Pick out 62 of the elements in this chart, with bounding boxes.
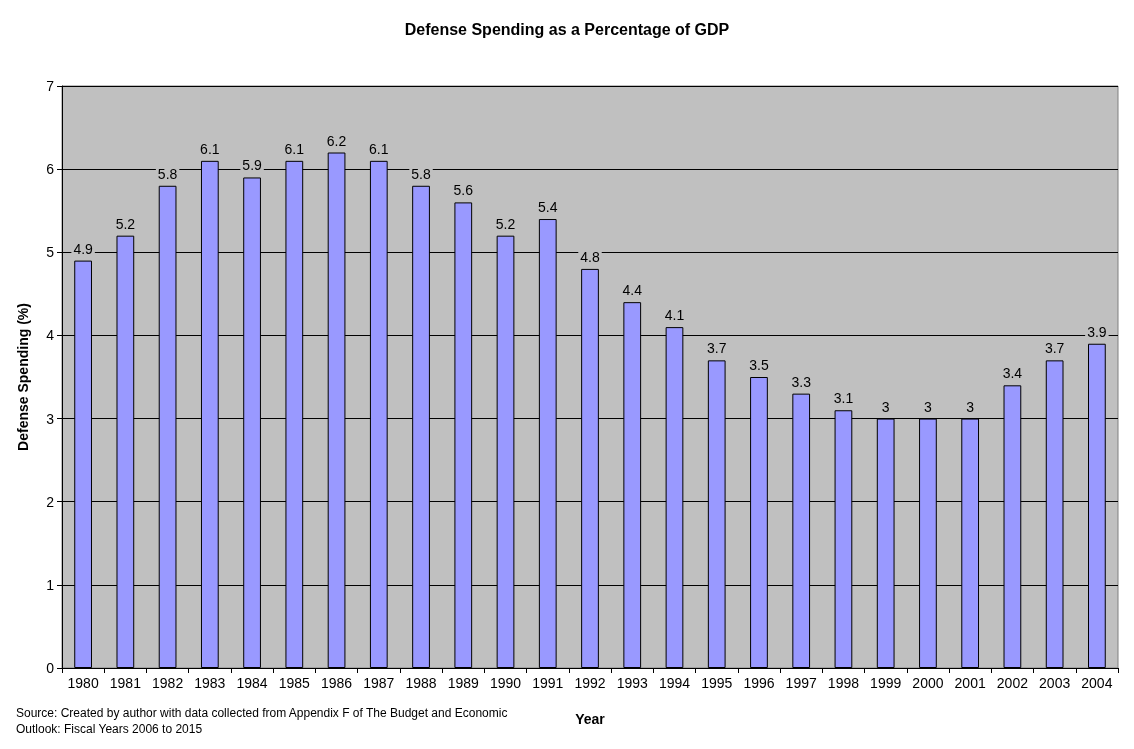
x-tick-label: 2002 [996, 675, 1029, 691]
data-label: 3.9 [1087, 323, 1107, 340]
y-tick-label: 0 [46, 660, 55, 676]
x-tick-label: 1996 [743, 675, 775, 691]
data-label: 6.1 [284, 140, 305, 157]
x-tick-label: 1997 [785, 675, 817, 691]
y-tick-label: 1 [46, 576, 55, 593]
data-label: 5.8 [411, 165, 431, 182]
x-tick-label: 1990 [489, 675, 522, 691]
x-tick-label: 1985 [278, 675, 311, 691]
data-label: 6.2 [326, 132, 347, 149]
y-tick-label: 5 [46, 244, 55, 261]
x-tick-label: 1983 [194, 675, 226, 691]
chart-title: Defense Spending as a Percentage of GDP [404, 20, 730, 38]
x-axis-title: Year [575, 711, 606, 727]
x-tick-label: 1986 [320, 675, 353, 691]
data-label: 3.7 [1044, 340, 1065, 357]
y-tick-label: 7 [46, 78, 55, 94]
x-tick-label: 1999 [870, 675, 902, 691]
x-tick-label: 1992 [574, 675, 606, 691]
x-tick-label: 1993 [616, 675, 649, 691]
data-label: 5.8 [157, 165, 178, 182]
x-tick-label: 1984 [236, 675, 268, 691]
x-tick-label: 1981 [109, 675, 142, 691]
x-tick-label: 1995 [701, 675, 733, 691]
x-tick-label: 2003 [1039, 675, 1071, 691]
data-label: 3.1 [833, 390, 854, 407]
data-label: 5.2 [115, 215, 136, 232]
x-tick-label: 1991 [532, 675, 564, 691]
data-label: 4.8 [580, 248, 600, 265]
data-label: 4.9 [73, 240, 94, 257]
y-tick-label: 6 [46, 161, 55, 178]
x-tick-label: 1987 [363, 675, 395, 691]
y-tick-label: 2 [46, 493, 55, 510]
data-label: 3 [881, 398, 890, 415]
y-tick-label: 4 [46, 327, 55, 344]
data-label: 3 [966, 398, 975, 415]
data-label: 5.2 [495, 215, 516, 232]
data-label: 4.1 [664, 307, 685, 324]
x-tick-label: 1994 [658, 675, 691, 691]
x-tick-label: 2001 [954, 675, 986, 691]
x-tick-label: 1980 [67, 675, 99, 691]
x-tick-label: 1998 [827, 675, 860, 691]
data-label: 6.1 [369, 140, 389, 157]
data-label: 5.6 [453, 182, 474, 199]
data-label: 3.7 [706, 340, 727, 357]
x-tick-label: 1982 [152, 675, 184, 691]
data-label: 3.3 [791, 373, 812, 390]
y-axis-title: Defense Spending (%) [15, 303, 31, 451]
data-label: 6.1 [200, 140, 220, 157]
data-label: 5.4 [538, 199, 558, 216]
data-label: 4.4 [622, 282, 643, 299]
data-label: 5.9 [242, 157, 263, 174]
x-tick-label: 1989 [447, 675, 480, 691]
y-tick-label: 3 [46, 410, 55, 427]
data-label: 3.5 [749, 357, 769, 373]
x-tick-label: 1988 [405, 675, 437, 691]
source-note: Source: Created by author with data collected from Appendix F of The Budget and Economic Outlook: Fiscal Years 2006 to 2015 [16, 706, 511, 736]
data-label: 3 [924, 398, 933, 415]
x-tick-label: 2000 [912, 675, 944, 691]
data-label: 3.4 [1002, 365, 1023, 382]
x-tick-label: 2004 [1081, 675, 1113, 691]
